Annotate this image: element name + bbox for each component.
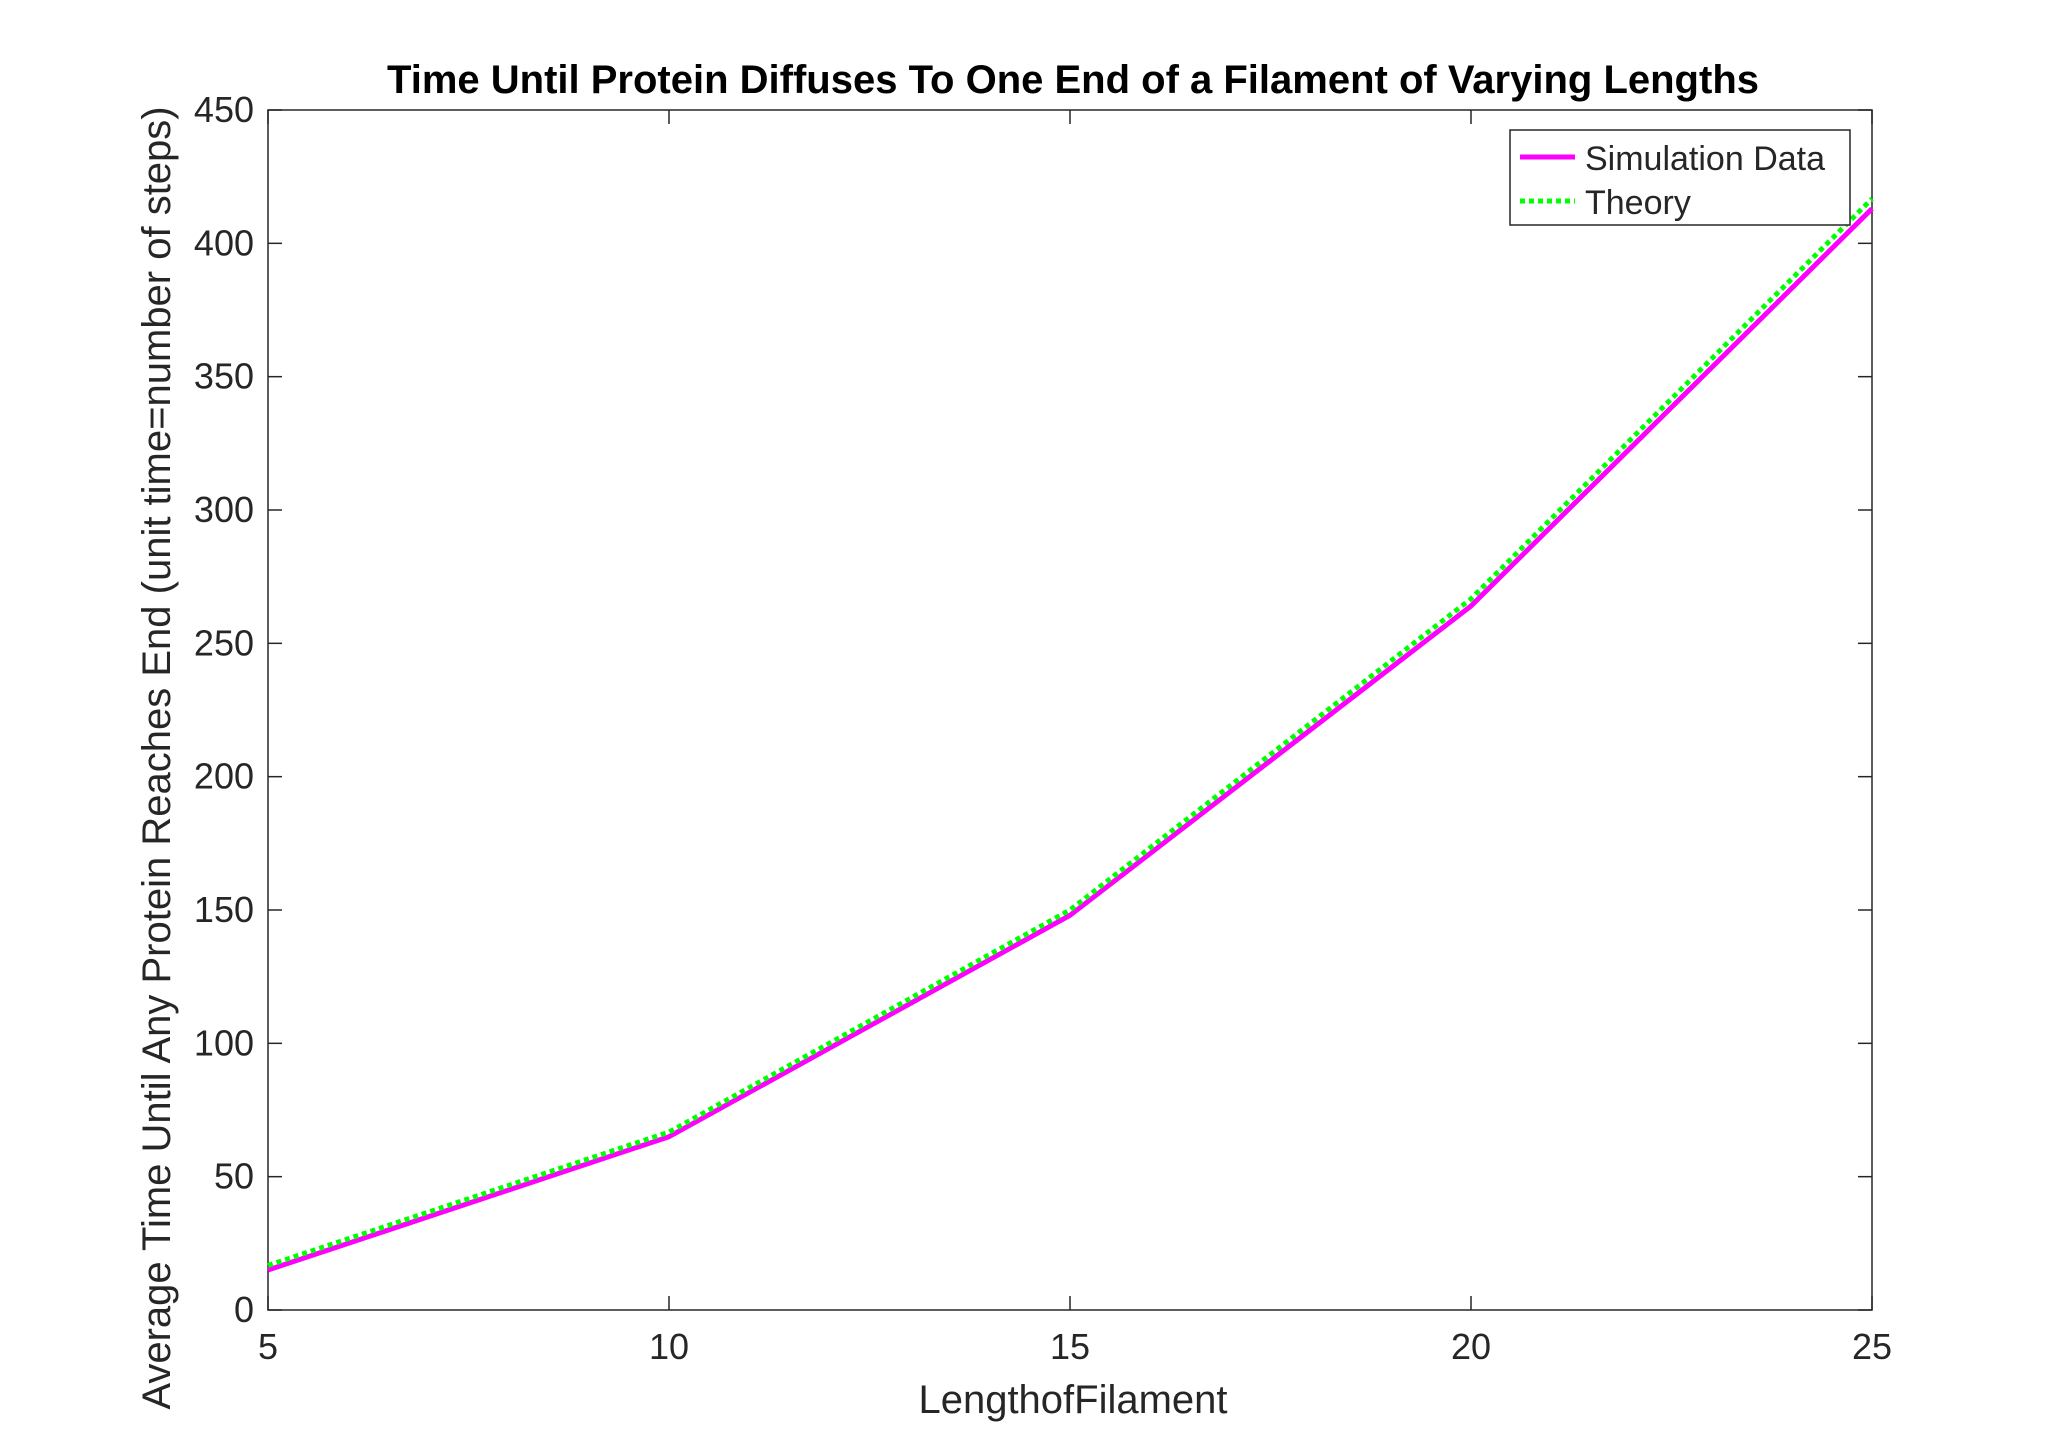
axes-frame	[267, 109, 1873, 1311]
x-tick-label: 15	[1050, 1326, 1090, 1367]
legend-box	[1509, 129, 1851, 226]
y-tick-label: 50	[214, 1156, 254, 1197]
series-line-theory	[267, 197, 1874, 1268]
y-tick-label: 100	[194, 1022, 254, 1063]
y-axis-ticks: 0 50 100 150 200 250 300 350 400 450	[194, 89, 1872, 1330]
chart-title: Time Until Protein Diffuses To One End o…	[387, 58, 1759, 102]
legend-label-theory: Theory	[1585, 184, 1691, 222]
legend-label-simulation: Simulation Data	[1585, 140, 1825, 178]
y-tick-label: 250	[194, 622, 254, 663]
y-tick-label: 200	[194, 756, 254, 797]
x-axis-ticks: 5 10 15 20 25	[258, 110, 1892, 1367]
y-tick-label: 300	[194, 489, 254, 530]
x-tick-label: 10	[649, 1326, 689, 1367]
y-tick-label: 450	[194, 89, 254, 130]
x-axis-label: LengthofFilament	[918, 1378, 1227, 1422]
legend: Simulation Data Theory	[1509, 129, 1851, 226]
y-tick-label: 400	[194, 222, 254, 263]
x-tick-label: 20	[1451, 1326, 1491, 1367]
y-axis-label: Average Time Until Any Protein Reaches E…	[135, 106, 179, 1409]
x-tick-label: 5	[258, 1326, 278, 1367]
series-line-simulation	[267, 206, 1874, 1273]
y-tick-label: 0	[234, 1289, 254, 1330]
y-tick-label: 150	[194, 889, 254, 930]
y-tick-label: 350	[194, 356, 254, 397]
plot-area	[267, 109, 1873, 1311]
series-layer	[267, 197, 1874, 1273]
x-tick-label: 25	[1852, 1326, 1892, 1367]
